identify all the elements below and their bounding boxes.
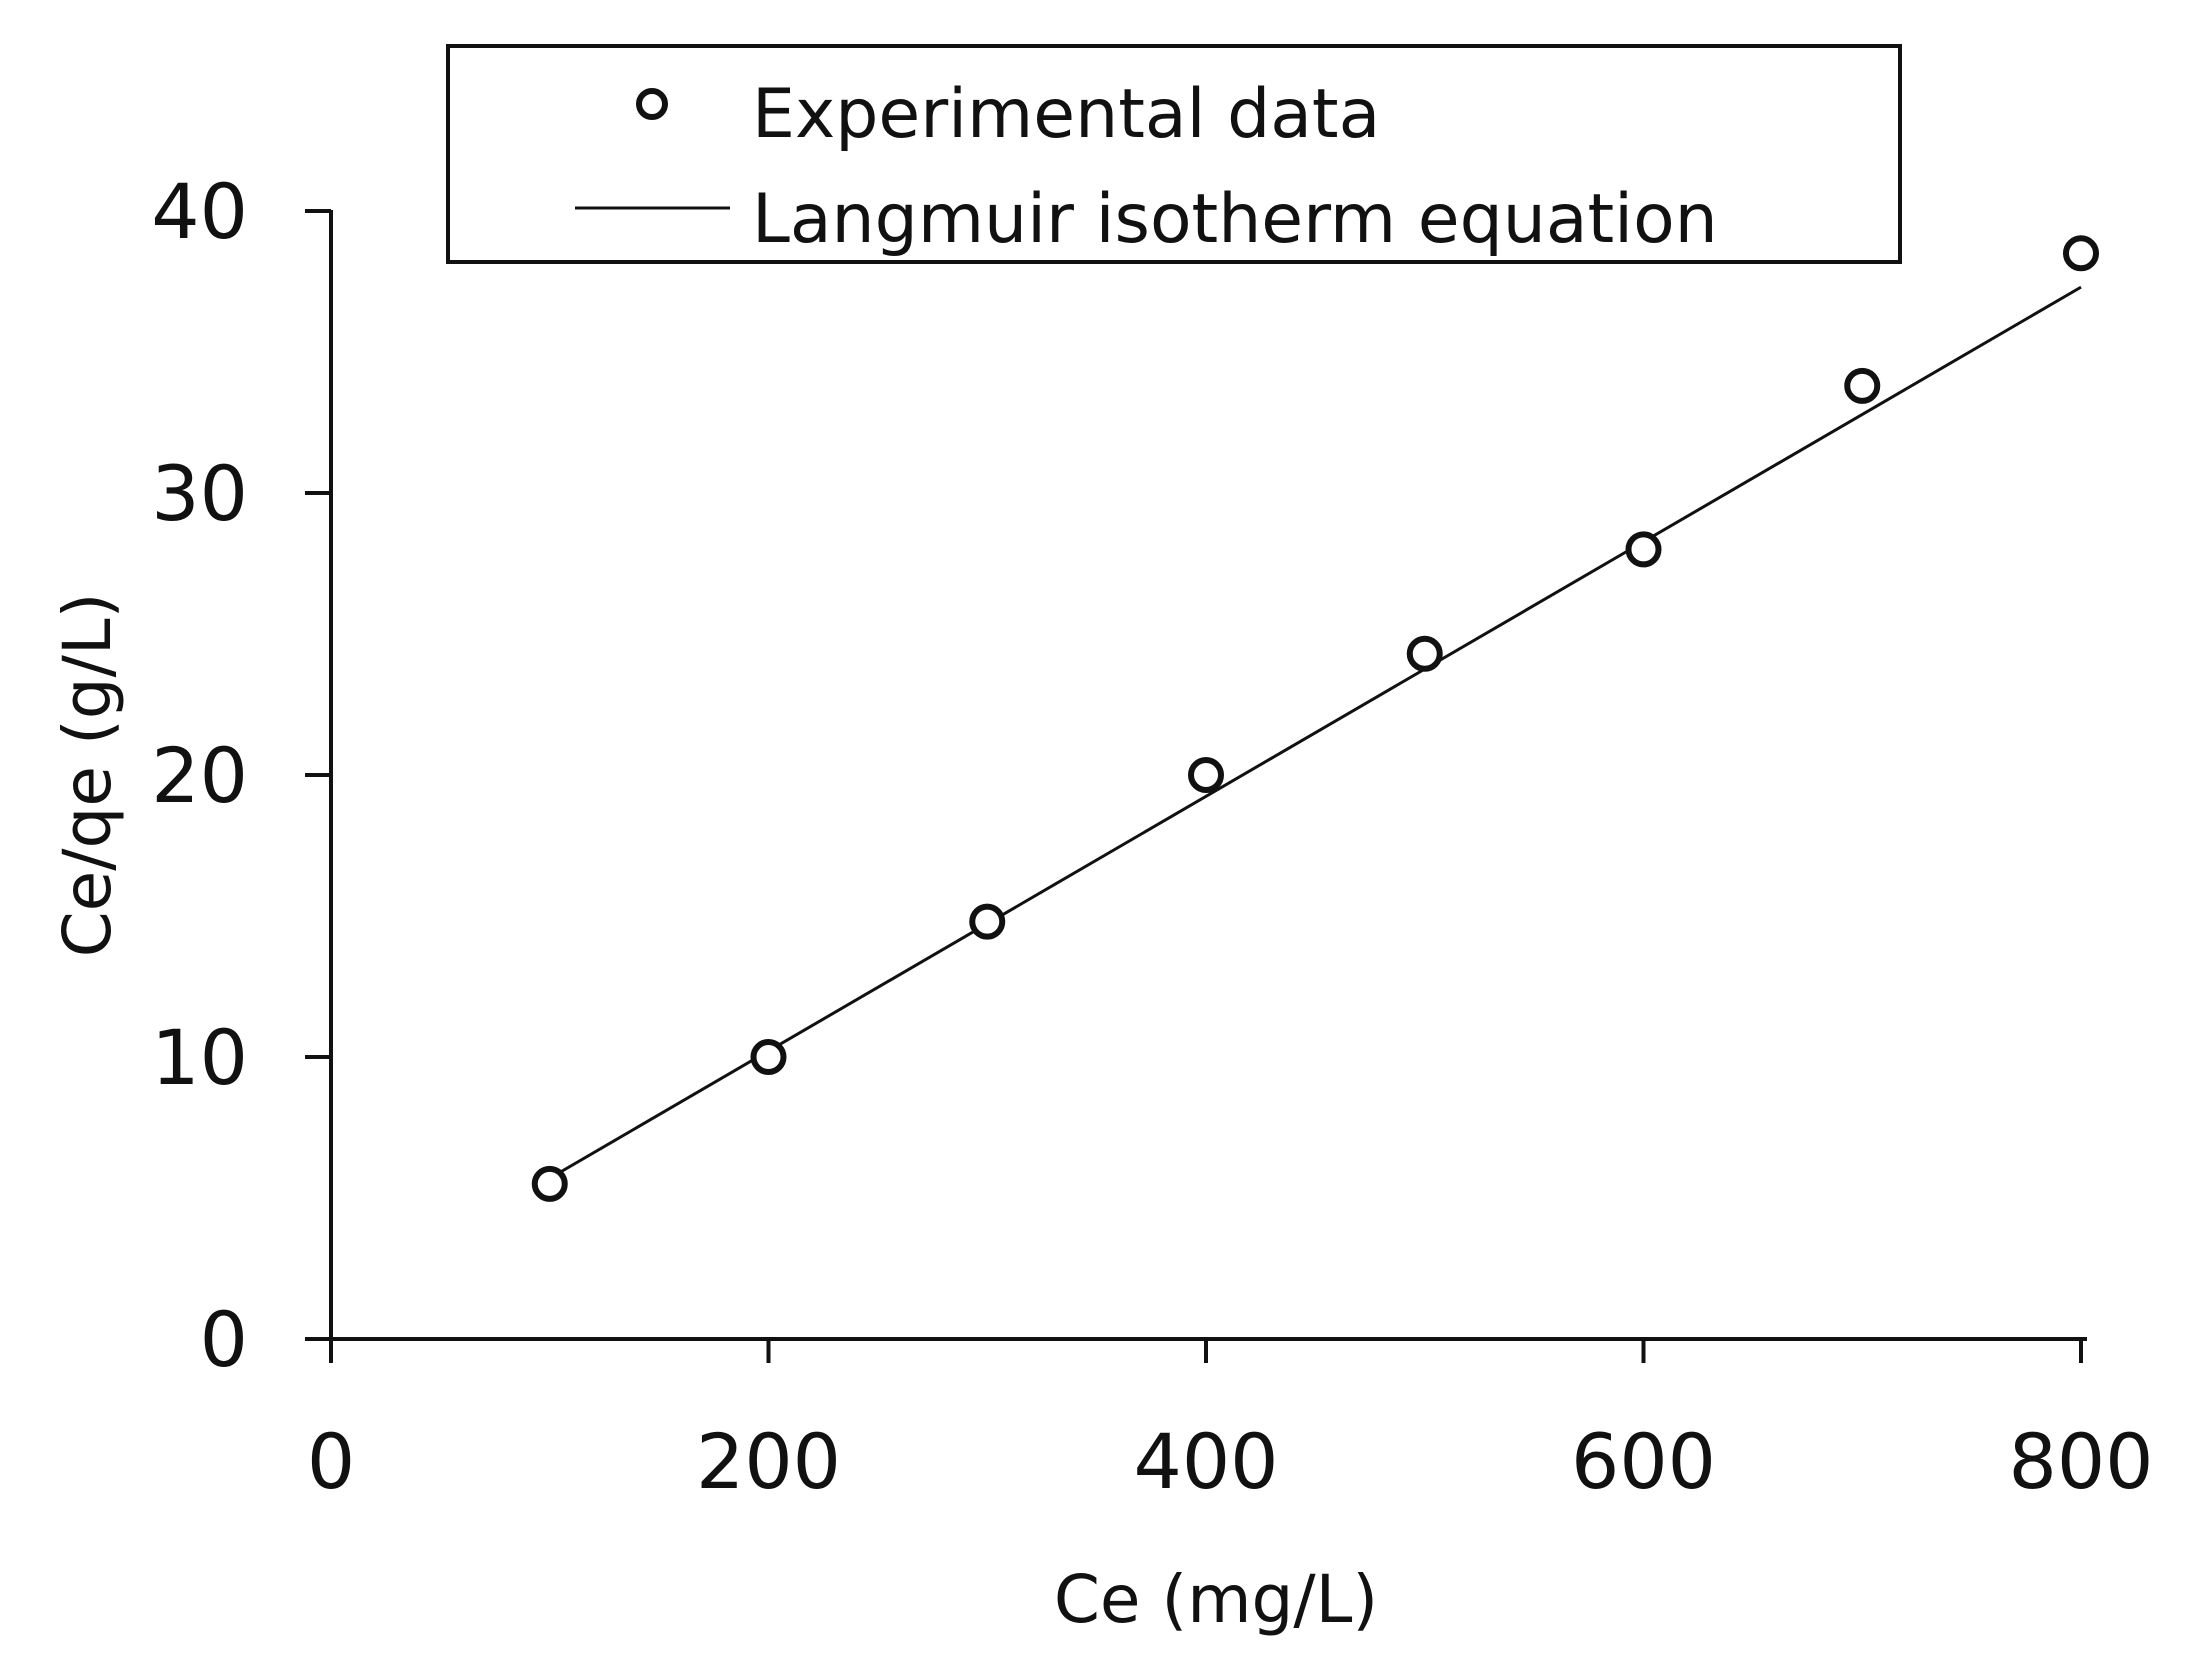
data-point (2063, 235, 2099, 272)
y-tick-label: 10 (151, 1013, 248, 1102)
y-tick-label: 0 (200, 1295, 248, 1384)
x-tick-label: 200 (696, 1417, 841, 1506)
y-ticks: 0 10 20 30 40 (151, 167, 331, 1384)
data-point (1188, 757, 1224, 793)
data-point (1406, 635, 1443, 672)
legend: Experimental data Langmuir isotherm equa… (446, 44, 1902, 264)
x-tick-label: 600 (1571, 1417, 1716, 1506)
plot-area (531, 235, 2099, 1202)
legend-label-experimental: Experimental data (752, 75, 1380, 154)
y-tick-label: 40 (151, 167, 248, 256)
legend-label-langmuir: Langmuir isotherm equation (752, 180, 1718, 259)
x-tick-label: 400 (1133, 1417, 1278, 1506)
data-point (531, 1165, 568, 1202)
data-point (750, 1039, 787, 1075)
x-ticks: 0 200 400 600 800 (307, 1339, 2154, 1506)
data-point (1844, 367, 1881, 404)
y-axis-title: Ce/qe (g/L) (49, 593, 126, 958)
y-tick-label: 20 (151, 731, 248, 820)
legend-box (446, 44, 1902, 264)
fit-line-langmuir (548, 285, 2082, 1180)
data-point (1625, 531, 1662, 568)
data-point (969, 903, 1006, 940)
x-tick-label: 800 (2008, 1417, 2153, 1506)
x-tick-label: 0 (307, 1417, 355, 1506)
y-tick-label: 30 (151, 449, 248, 538)
x-axis-title: Ce (mg/L) (1054, 1561, 1378, 1638)
legend-marker-experimental (636, 88, 668, 120)
